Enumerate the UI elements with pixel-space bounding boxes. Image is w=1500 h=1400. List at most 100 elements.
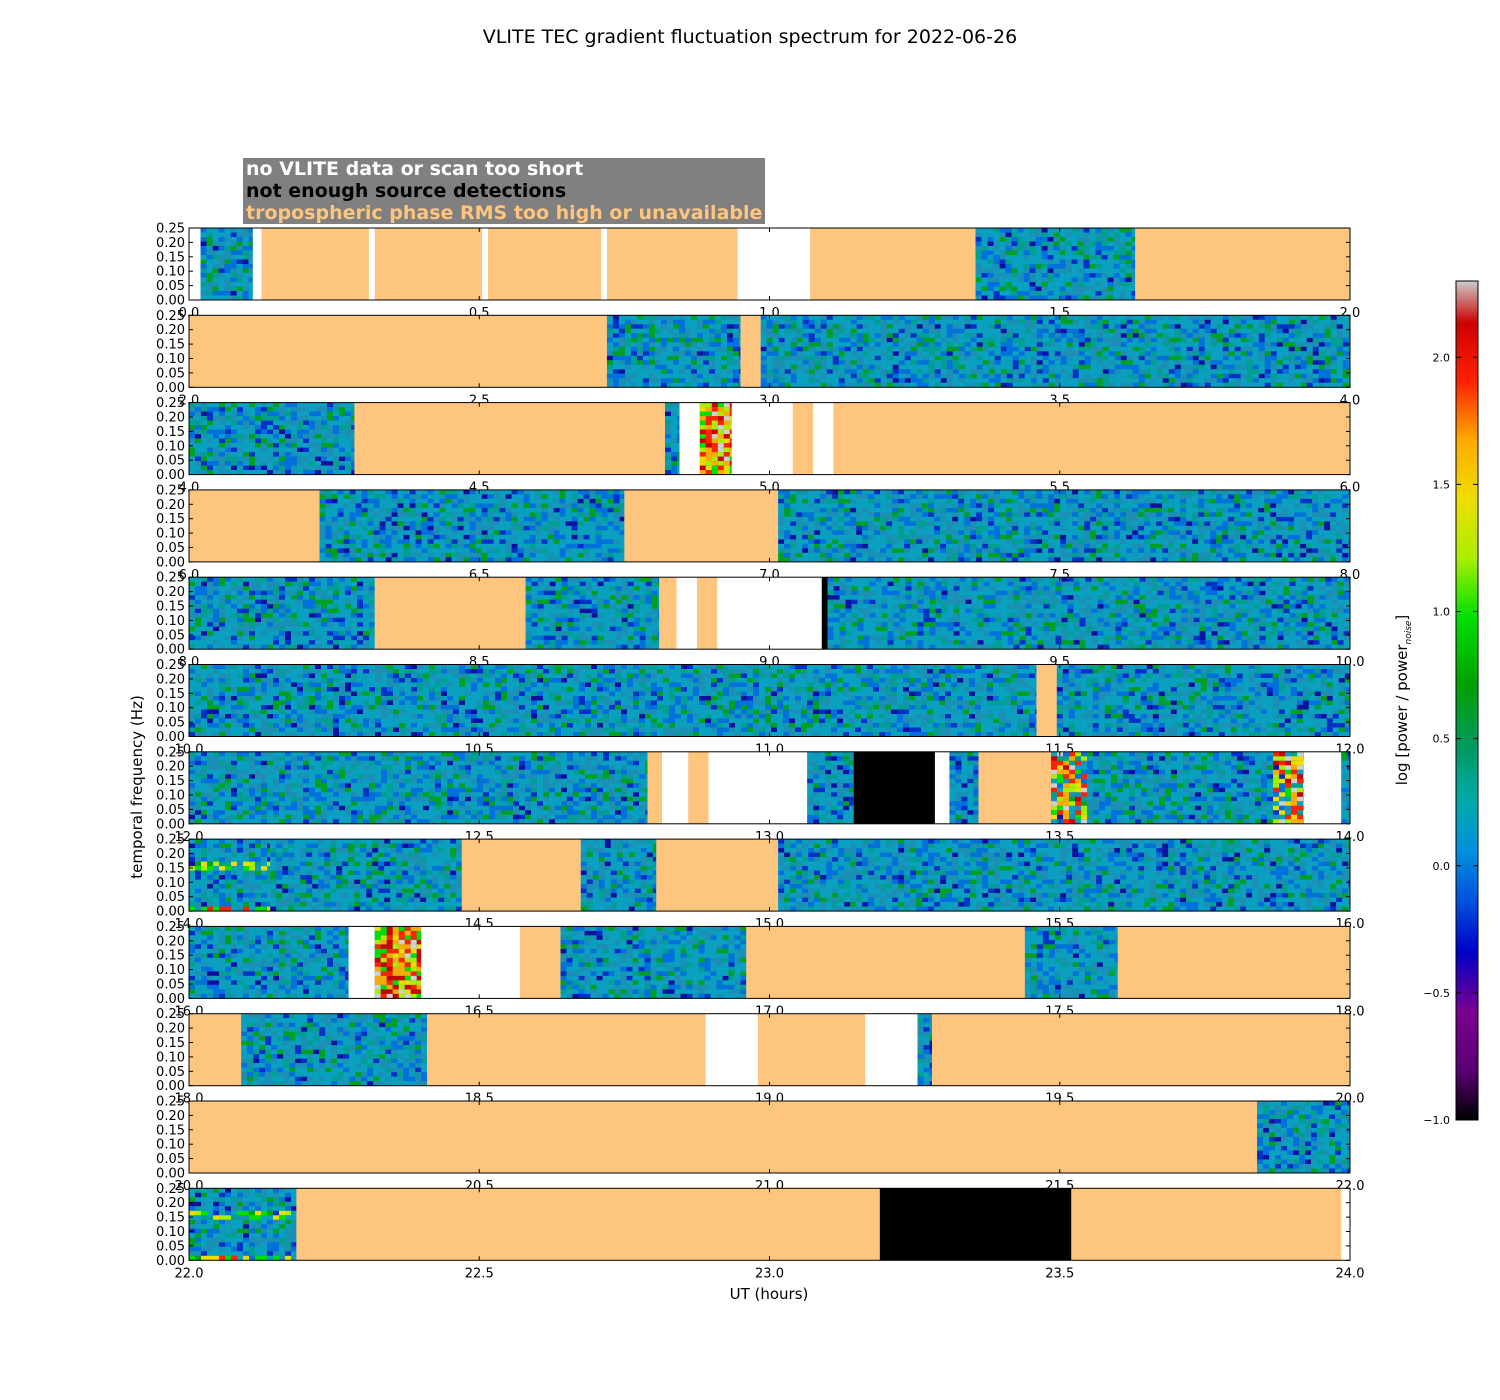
y-tick-label: 0.00 <box>156 381 185 396</box>
segment-data <box>807 751 854 824</box>
segment-orange <box>606 228 738 300</box>
segment-data <box>189 402 355 475</box>
colorbar-tick-label: −1.0 <box>1423 1114 1450 1127</box>
segment-data <box>241 1013 428 1086</box>
y-tick-label: 0.20 <box>156 760 185 775</box>
segment-black <box>853 751 935 824</box>
y-tick-label: 0.05 <box>156 803 185 818</box>
y-tick-label: 0.20 <box>156 498 185 513</box>
segment-data <box>200 228 253 300</box>
colorbar-label: log [power / powernoise] <box>1393 615 1414 786</box>
y-tick-label: 0.10 <box>156 876 185 891</box>
segment-black <box>821 577 828 650</box>
segment-orange <box>624 489 779 562</box>
segment-data <box>189 664 1037 737</box>
y-tick-label: 0.15 <box>156 687 185 702</box>
segment-white <box>1303 751 1342 824</box>
segment-orange <box>189 1101 1258 1173</box>
panel-12: 0.000.050.100.150.200.25 22.0 22.5 23.0 23.5… <box>156 1182 1364 1282</box>
x-tick-label: 22.0 <box>175 1266 204 1281</box>
y-tick-label: 0.20 <box>156 1022 185 1037</box>
segment-white <box>482 228 488 300</box>
y-tick-label: 0.05 <box>156 1065 185 1080</box>
segment-data <box>917 1013 933 1086</box>
x-tick-label: 22.5 <box>465 1266 494 1281</box>
x-axis-label: UT (hours) <box>730 1285 809 1303</box>
y-tick-label: 0.25 <box>156 309 185 324</box>
y-tick-label: 0.00 <box>156 905 185 920</box>
y-tick-label: 0.20 <box>156 236 185 251</box>
segment-data <box>189 577 375 650</box>
segment-data <box>949 751 979 824</box>
segment-white <box>676 577 697 650</box>
y-tick-label: 0.10 <box>156 439 185 454</box>
y-tick-label: 0.25 <box>156 222 185 237</box>
y-tick-label: 0.05 <box>156 628 185 643</box>
colorbar-gradient <box>1455 280 1479 1121</box>
segment-white <box>1341 1188 1350 1261</box>
colorbar-label-sub: noise <box>1404 620 1414 644</box>
segment-data <box>189 751 648 824</box>
colorbar-tick-label: 0.0 <box>1433 860 1451 873</box>
segment-orange <box>374 577 526 650</box>
segment-white <box>368 228 375 300</box>
y-tick-label: 0.10 <box>156 527 185 542</box>
y-tick-label: 0.15 <box>156 1211 185 1226</box>
y-tick-label: 0.15 <box>156 250 185 265</box>
y-tick-label: 0.25 <box>156 833 185 848</box>
legend-tropo: tropospheric phase RMS too high or unava… <box>243 202 765 224</box>
segment-data <box>1024 926 1118 999</box>
segment-white <box>737 228 811 300</box>
y-tick-label: 0.10 <box>156 1138 185 1153</box>
y-tick-label: 0.15 <box>156 1036 185 1051</box>
y-tick-label: 0.10 <box>156 614 185 629</box>
segment-data <box>975 228 1136 300</box>
colorbar-label-close: ] <box>1393 615 1411 621</box>
segment-data <box>560 926 747 999</box>
y-tick-label: 0.05 <box>156 279 185 294</box>
segment-data <box>580 839 657 912</box>
colorbar-tick-label: 1.5 <box>1433 478 1451 491</box>
panel-2: 0.000.050.100.150.200.252.0 2.5 3.0 3.5 4.0 <box>156 309 1360 409</box>
y-tick-label: 0.05 <box>156 1152 185 1167</box>
y-tick-label: 0.15 <box>156 774 185 789</box>
segment-white <box>705 1013 758 1086</box>
y-tick-label: 0.25 <box>156 1095 185 1110</box>
segment-white <box>252 228 262 300</box>
segment-warmdata <box>1051 751 1304 824</box>
segment-orange <box>296 1188 880 1261</box>
segment-orange <box>647 751 663 824</box>
y-tick-label: 0.25 <box>156 920 185 935</box>
segment-data <box>1056 664 1350 737</box>
segment-white <box>662 751 689 824</box>
segment-orange <box>932 1013 1350 1086</box>
y-tick-label: 0.00 <box>156 1167 185 1182</box>
segment-orange <box>519 926 561 999</box>
segment-white <box>865 1013 918 1086</box>
segment-data <box>1257 1101 1350 1173</box>
panel-4: 0.000.050.100.150.200.256.0 6.5 7.0 7.5 8.0 <box>156 483 1360 583</box>
segment-orange <box>1071 1188 1342 1261</box>
y-tick-label: 0.20 <box>156 847 185 862</box>
x-tick-label: 24.0 <box>1336 1266 1365 1281</box>
colorbar-tick-label: 1.0 <box>1433 606 1451 619</box>
segment-orange <box>374 228 483 300</box>
segment-data <box>189 926 349 999</box>
colorbar-label-main: log [power / power <box>1393 644 1411 786</box>
colorbar-tick-label: −0.5 <box>1423 987 1450 1000</box>
segment-lowstripe <box>189 839 271 912</box>
chart-title: VLITE TEC gradient fluctuation spectrum … <box>483 26 1017 48</box>
y-tick-label: 0.10 <box>156 352 185 367</box>
segment-data <box>319 489 625 562</box>
y-tick-label: 0.15 <box>156 338 185 353</box>
segment-orange <box>261 228 369 300</box>
y-tick-label: 0.20 <box>156 411 185 426</box>
legend-no-detections: not enough source detections <box>243 180 765 202</box>
y-tick-label: 0.15 <box>156 1123 185 1138</box>
y-tick-label: 0.15 <box>156 861 185 876</box>
